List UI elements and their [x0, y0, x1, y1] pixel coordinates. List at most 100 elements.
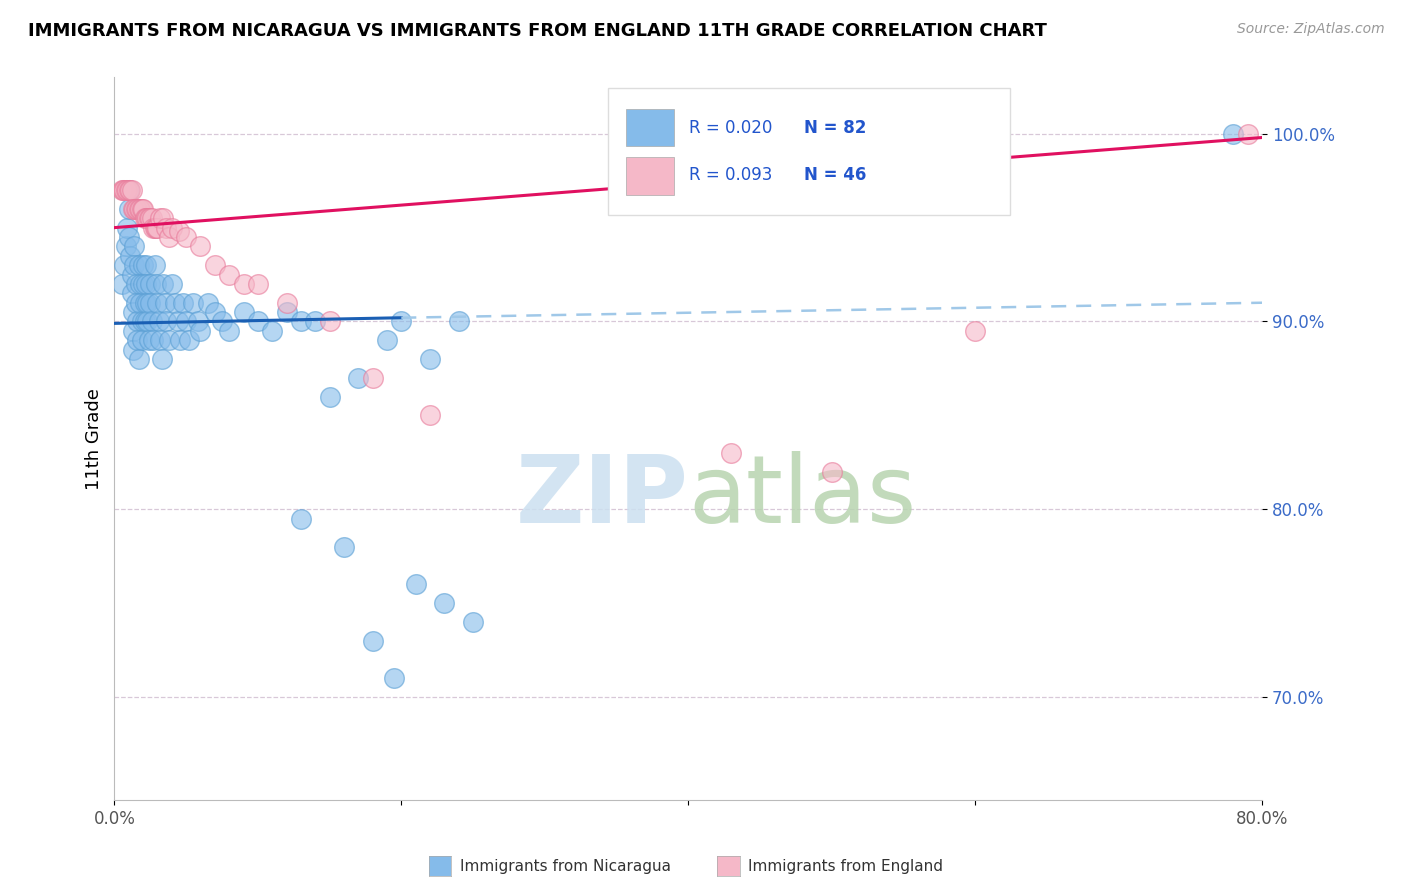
Point [118, 202, 141, 216]
Point [146, 295, 169, 310]
Point [138, 211, 160, 226]
Point [132, 258, 155, 272]
Point [131, 333, 153, 347]
Point [160, 220, 183, 235]
Point [187, 314, 209, 328]
Point [139, 211, 162, 226]
Point [114, 183, 136, 197]
Point [157, 333, 180, 347]
Point [129, 295, 152, 310]
Point [157, 230, 180, 244]
Point [122, 324, 145, 338]
Point [304, 314, 326, 328]
Point [145, 277, 167, 291]
Point [190, 324, 212, 338]
Point [120, 249, 142, 263]
Text: N = 82: N = 82 [804, 119, 866, 137]
Point [135, 211, 157, 226]
Point [382, 671, 405, 685]
Text: Immigrants from Nicaragua: Immigrants from Nicaragua [460, 859, 671, 873]
Point [720, 446, 742, 460]
Point [125, 202, 148, 216]
Point [122, 305, 145, 319]
Point [204, 305, 226, 319]
Point [276, 305, 298, 319]
Text: ZIP: ZIP [516, 450, 688, 542]
Point [290, 314, 312, 328]
Point [132, 202, 155, 216]
Point [111, 183, 134, 197]
Point [138, 333, 160, 347]
Point [433, 596, 456, 610]
Point [118, 183, 141, 197]
Point [127, 333, 149, 347]
Point [148, 314, 170, 328]
Point [141, 211, 163, 226]
Point [110, 183, 132, 197]
Point [127, 314, 149, 328]
Point [120, 183, 142, 197]
Point [419, 352, 441, 367]
Point [136, 211, 159, 226]
Point [145, 220, 167, 235]
Point [115, 183, 138, 197]
Point [118, 230, 141, 244]
Point [122, 202, 145, 216]
Point [134, 211, 156, 226]
FancyBboxPatch shape [607, 88, 1010, 215]
Point [246, 277, 269, 291]
Point [124, 202, 146, 216]
Point [152, 277, 174, 291]
Point [122, 343, 145, 357]
Point [136, 295, 159, 310]
Point [361, 633, 384, 648]
Point [163, 295, 186, 310]
Text: R = 0.093: R = 0.093 [689, 166, 773, 184]
Point [128, 352, 150, 367]
Text: IMMIGRANTS FROM NICARAGUA VS IMMIGRANTS FROM ENGLAND 11TH GRADE CORRELATION CHAR: IMMIGRANTS FROM NICARAGUA VS IMMIGRANTS … [28, 22, 1047, 40]
Point [177, 333, 200, 347]
Point [290, 511, 312, 525]
Point [333, 540, 356, 554]
Point [118, 183, 141, 197]
Point [197, 295, 219, 310]
Point [167, 224, 190, 238]
FancyBboxPatch shape [626, 109, 675, 146]
Point [134, 295, 156, 310]
Point [232, 277, 254, 291]
Point [129, 202, 152, 216]
Point [149, 333, 172, 347]
Text: Source: ZipAtlas.com: Source: ZipAtlas.com [1237, 22, 1385, 37]
Point [153, 295, 176, 310]
Point [447, 314, 470, 328]
Point [149, 211, 172, 226]
Point [146, 220, 169, 235]
Point [142, 220, 165, 235]
Point [405, 577, 427, 591]
Point [121, 183, 143, 197]
Point [142, 333, 165, 347]
Point [361, 371, 384, 385]
Point [131, 314, 153, 328]
Point [246, 314, 269, 328]
Point [128, 202, 150, 216]
Point [174, 314, 197, 328]
Point [181, 295, 204, 310]
Point [143, 220, 166, 235]
Point [115, 239, 138, 253]
Point [132, 277, 155, 291]
Point [169, 333, 191, 347]
Text: Immigrants from England: Immigrants from England [748, 859, 943, 873]
Point [117, 220, 139, 235]
Point [204, 258, 226, 272]
Point [124, 239, 146, 253]
Point [218, 324, 240, 338]
Point [131, 202, 153, 216]
Text: N = 46: N = 46 [804, 166, 866, 184]
Point [143, 258, 166, 272]
Point [190, 239, 212, 253]
Point [160, 277, 183, 291]
Point [134, 314, 156, 328]
Y-axis label: 11th Grade: 11th Grade [86, 388, 103, 490]
Point [128, 258, 150, 272]
